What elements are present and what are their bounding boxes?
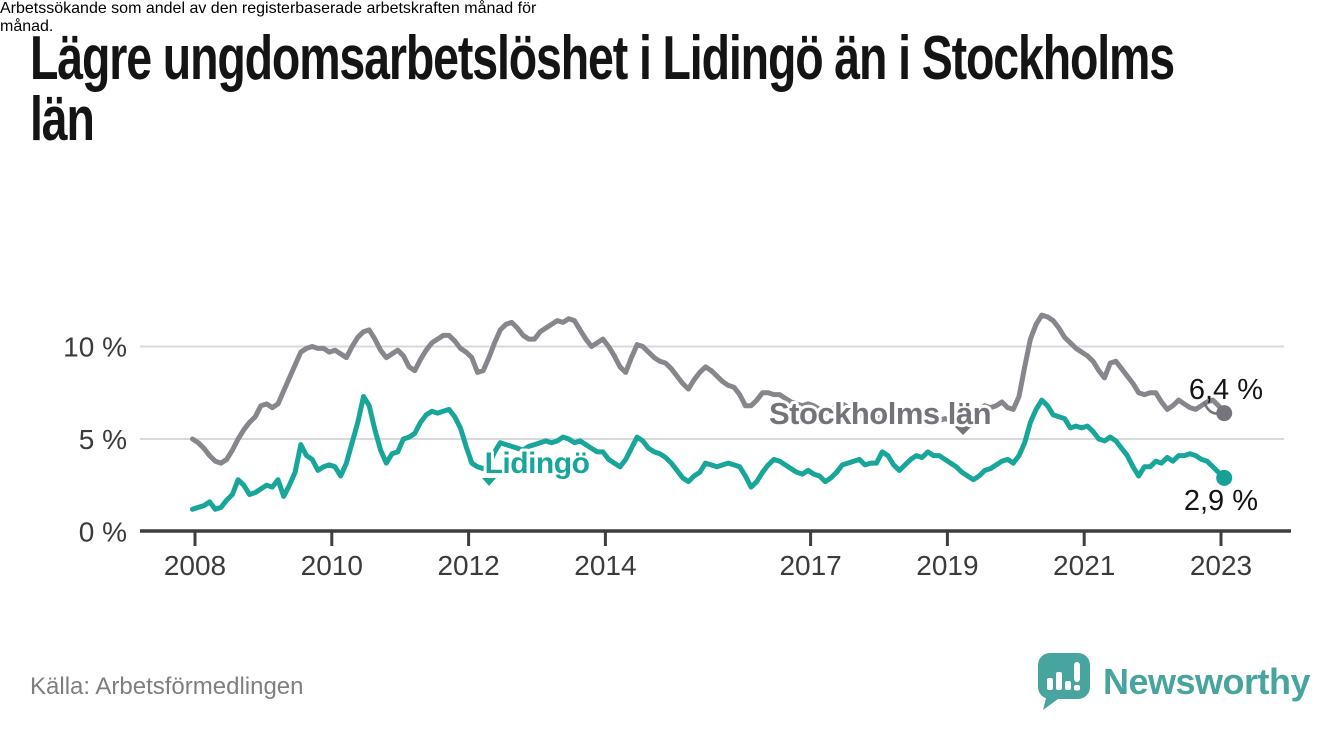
end-dot-stockholms-l-n bbox=[1216, 405, 1233, 422]
series-lines bbox=[190, 312, 1227, 512]
x-axis-tick-label: 2010 bbox=[301, 550, 363, 581]
subtitle-line1: Arbetssökande som andel av den registerb… bbox=[0, 0, 537, 17]
end-value-lidingo: 2,9 % bbox=[1184, 485, 1258, 517]
series-line-liding- bbox=[190, 394, 1227, 512]
end-value-stockholm: 6,4 % bbox=[1189, 374, 1263, 406]
y-axis-tick-label: 10 % bbox=[63, 332, 127, 363]
stockholm-label-pointer-icon bbox=[954, 426, 972, 435]
x-axis-tick-label: 2008 bbox=[164, 550, 226, 581]
lidingo-label-pointer-icon bbox=[482, 478, 496, 486]
x-axis-tick-label: 2021 bbox=[1053, 550, 1115, 581]
gridlines bbox=[140, 345, 1284, 440]
end-dots bbox=[1216, 405, 1233, 486]
x-axis-tick-label: 2017 bbox=[779, 550, 841, 581]
x-axis-tick-label: 2019 bbox=[916, 550, 978, 581]
page-title: Lägre ungdomsarbetslöshet i Lidingö än i… bbox=[30, 24, 1175, 154]
x-axis-tick-label: 2014 bbox=[574, 550, 636, 581]
series-line-stockholms-l-n bbox=[190, 312, 1227, 466]
y-axis-tick-label: 0 % bbox=[79, 517, 127, 548]
series-label-lidingo: Lidingö bbox=[485, 447, 590, 480]
axes: 0 % 5 % 10 % 2008 2010 2012 2014 2017 2019 2021 20… bbox=[63, 332, 1291, 581]
page-title-line2: län bbox=[30, 85, 95, 154]
subtitle-line2: månad. bbox=[0, 18, 54, 35]
newsworthy-wordmark: Newsworthy bbox=[1102, 661, 1311, 702]
x-axis-tick-label: 2023 bbox=[1190, 550, 1252, 581]
source-note: Källa: Arbetsförmedlingen bbox=[30, 673, 304, 700]
page-title-line1: Lägre ungdomsarbetslöshet i Lidingö än i… bbox=[30, 24, 1175, 93]
series-label-stockholms-lan: Stockholms län bbox=[769, 396, 991, 431]
end-label-connector bbox=[1202, 401, 1222, 415]
newsworthy-bubble-chart-icon bbox=[1037, 653, 1090, 710]
end-dot-liding- bbox=[1216, 469, 1233, 486]
x-axis-tick-label: 2012 bbox=[437, 550, 499, 581]
newsworthy-logo: Newsworthy bbox=[1037, 652, 1311, 712]
y-axis-tick-label: 5 % bbox=[79, 424, 127, 455]
